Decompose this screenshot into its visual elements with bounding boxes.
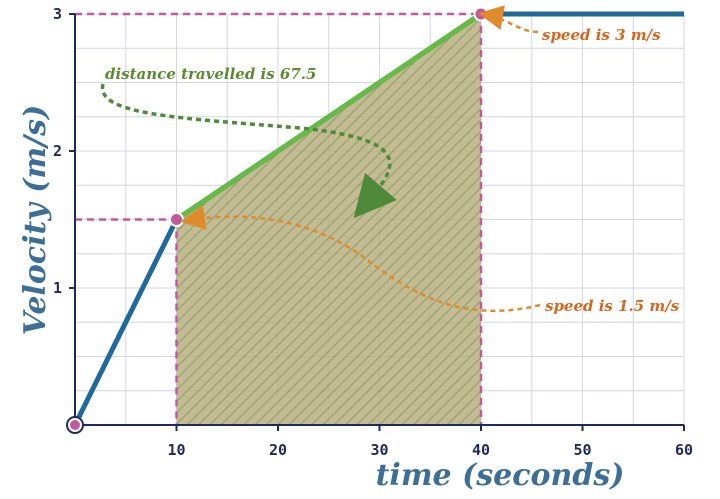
- arrow-speed-3: [478, 5, 539, 34]
- x-tick-label: 30: [370, 441, 388, 459]
- x-tick-label: 40: [472, 441, 490, 459]
- y-tick-label: 1: [53, 279, 62, 297]
- x-axis-title: time (seconds): [376, 458, 625, 493]
- y-tick-label: 3: [53, 5, 62, 23]
- annotation-speed-1-5: speed is 1.5 m/s: [545, 297, 680, 315]
- annotation-speed-3: speed is 3 m/s: [542, 26, 661, 44]
- y-tick-label: 2: [53, 142, 62, 160]
- annotation-distance: distance travelled is 67.5: [105, 65, 316, 83]
- arrow-distance: [100, 83, 397, 219]
- series-layer: [72, 11, 684, 427]
- x-tick-label: 20: [269, 441, 287, 459]
- shaded-distance-area: [176, 14, 481, 425]
- highlight-segment: [174, 11, 484, 222]
- x-tick-label: 10: [167, 441, 185, 459]
- x-tick-label: 50: [573, 441, 591, 459]
- y-axis-title: Velocity (m/s): [18, 105, 53, 335]
- guide-lines: [75, 12, 483, 425]
- tick-labels: 10 20 30 40 50 60 1 2 3: [53, 5, 693, 459]
- data-point-marker: [169, 212, 184, 227]
- annotation-arrows: [100, 5, 541, 313]
- origin-marker: [70, 420, 80, 430]
- x-tick-label: 60: [675, 441, 693, 459]
- data-point-marker: [473, 6, 489, 22]
- arrow-speed-1-5: [180, 205, 541, 313]
